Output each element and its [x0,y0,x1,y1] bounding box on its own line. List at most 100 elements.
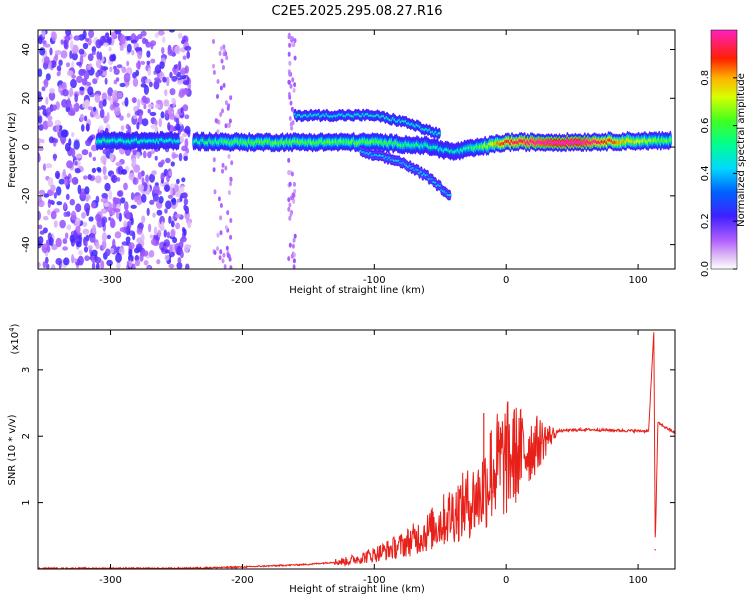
noise-speck [39,47,46,56]
noise-speck [131,97,137,103]
noise-speck [91,224,97,235]
noise-speck [56,65,62,72]
noise-speck [288,202,292,208]
noise-speck [123,182,128,191]
noise-speck [84,186,90,195]
noise-speck [137,49,143,60]
noise-speck [150,42,154,50]
noise-speck [228,118,232,124]
noise-speck [119,82,126,88]
snr-panel: -300 -200 -100 0 100 1 2 3 Height of straight … [7,323,676,595]
noise-speck [115,161,123,167]
noise-speck [106,36,112,43]
noise-speck [41,244,48,248]
snr-scale-exp: 4 [8,327,16,332]
noise-speck [49,47,53,56]
snr-x-axis: -300 -200 -100 0 100 [99,330,648,586]
noise-speck [184,125,191,135]
noise-speck [94,93,101,103]
noise-speck [291,77,295,83]
noise-speck [153,184,160,194]
noise-speck [137,98,141,109]
colorbar-gradient [710,29,738,270]
noise-speck [224,225,228,231]
noise-speck [170,229,176,238]
noise-speck [38,68,43,77]
noise-speck [48,237,54,247]
noise-speck [143,84,149,95]
noise-speck [58,59,63,66]
noise-speck [147,223,152,233]
noise-speck [138,112,143,119]
noise-speck [222,44,226,50]
noise-speck [132,77,139,87]
noise-speck [169,244,173,253]
noise-speck [69,234,75,243]
noise-speck [71,176,79,185]
noise-speck [120,125,125,131]
noise-speck [117,190,123,197]
colorbar-tick-label: 0.8 [700,70,711,86]
colorbar-ticks: 0.0 0.2 0.4 0.6 0.8 [700,70,737,277]
y-tick-label: -40 [21,236,32,252]
noise-speck [155,103,161,109]
noise-speck [229,181,233,187]
noise-speck [45,163,53,169]
noise-speck [171,197,177,206]
noise-speck [221,168,224,174]
noise-speck [86,64,92,71]
noise-speck [180,67,186,76]
noise-speck [122,220,128,228]
noise-speck [134,47,142,52]
snr-line [38,332,675,569]
noise-speck [51,31,57,42]
noise-speck [136,200,141,206]
noise-speck [111,89,119,100]
noise-speck [155,99,163,105]
noise-speck [55,237,62,248]
noise-speck [109,104,115,111]
noise-speck [150,124,157,129]
noise-speck [150,58,156,64]
noise-speck [125,236,131,243]
noise-speck [212,167,216,173]
noise-speck [182,55,187,60]
noise-speck [218,255,222,261]
noise-speck [179,250,184,259]
noise-speck [148,250,155,258]
noise-speck [45,96,49,105]
noise-speck [176,178,180,184]
noise-speck [84,84,88,92]
noise-speck [165,200,172,210]
noise-speck [101,216,108,224]
noise-speck [168,30,175,33]
noise-speck [116,64,123,69]
noise-speck [38,124,44,131]
noise-speck [185,263,190,269]
noise-speck [42,40,47,45]
noise-speck [74,168,81,174]
noise-speck [154,155,158,161]
noise-speck [63,178,69,186]
noise-speck [109,66,113,73]
noise-speck [171,97,175,104]
noise-speck [65,62,71,68]
noise-speck [164,89,168,97]
noise-speck [101,208,106,214]
x-tick-label: -300 [99,575,122,586]
noise-speck [160,247,165,252]
noise-speck [69,198,76,206]
noise-speck [137,171,142,180]
noise-speck [119,227,126,233]
noise-speck [212,63,215,69]
noise-speck [63,211,68,217]
noise-speck [147,103,154,108]
noise-speck [149,173,155,183]
noise-speck [43,78,49,88]
noise-speck [177,257,182,264]
noise-speck [56,186,62,196]
noise-speck [187,84,192,89]
noise-speck [78,48,85,55]
noise-speck [65,232,69,239]
noise-speck [288,42,292,48]
